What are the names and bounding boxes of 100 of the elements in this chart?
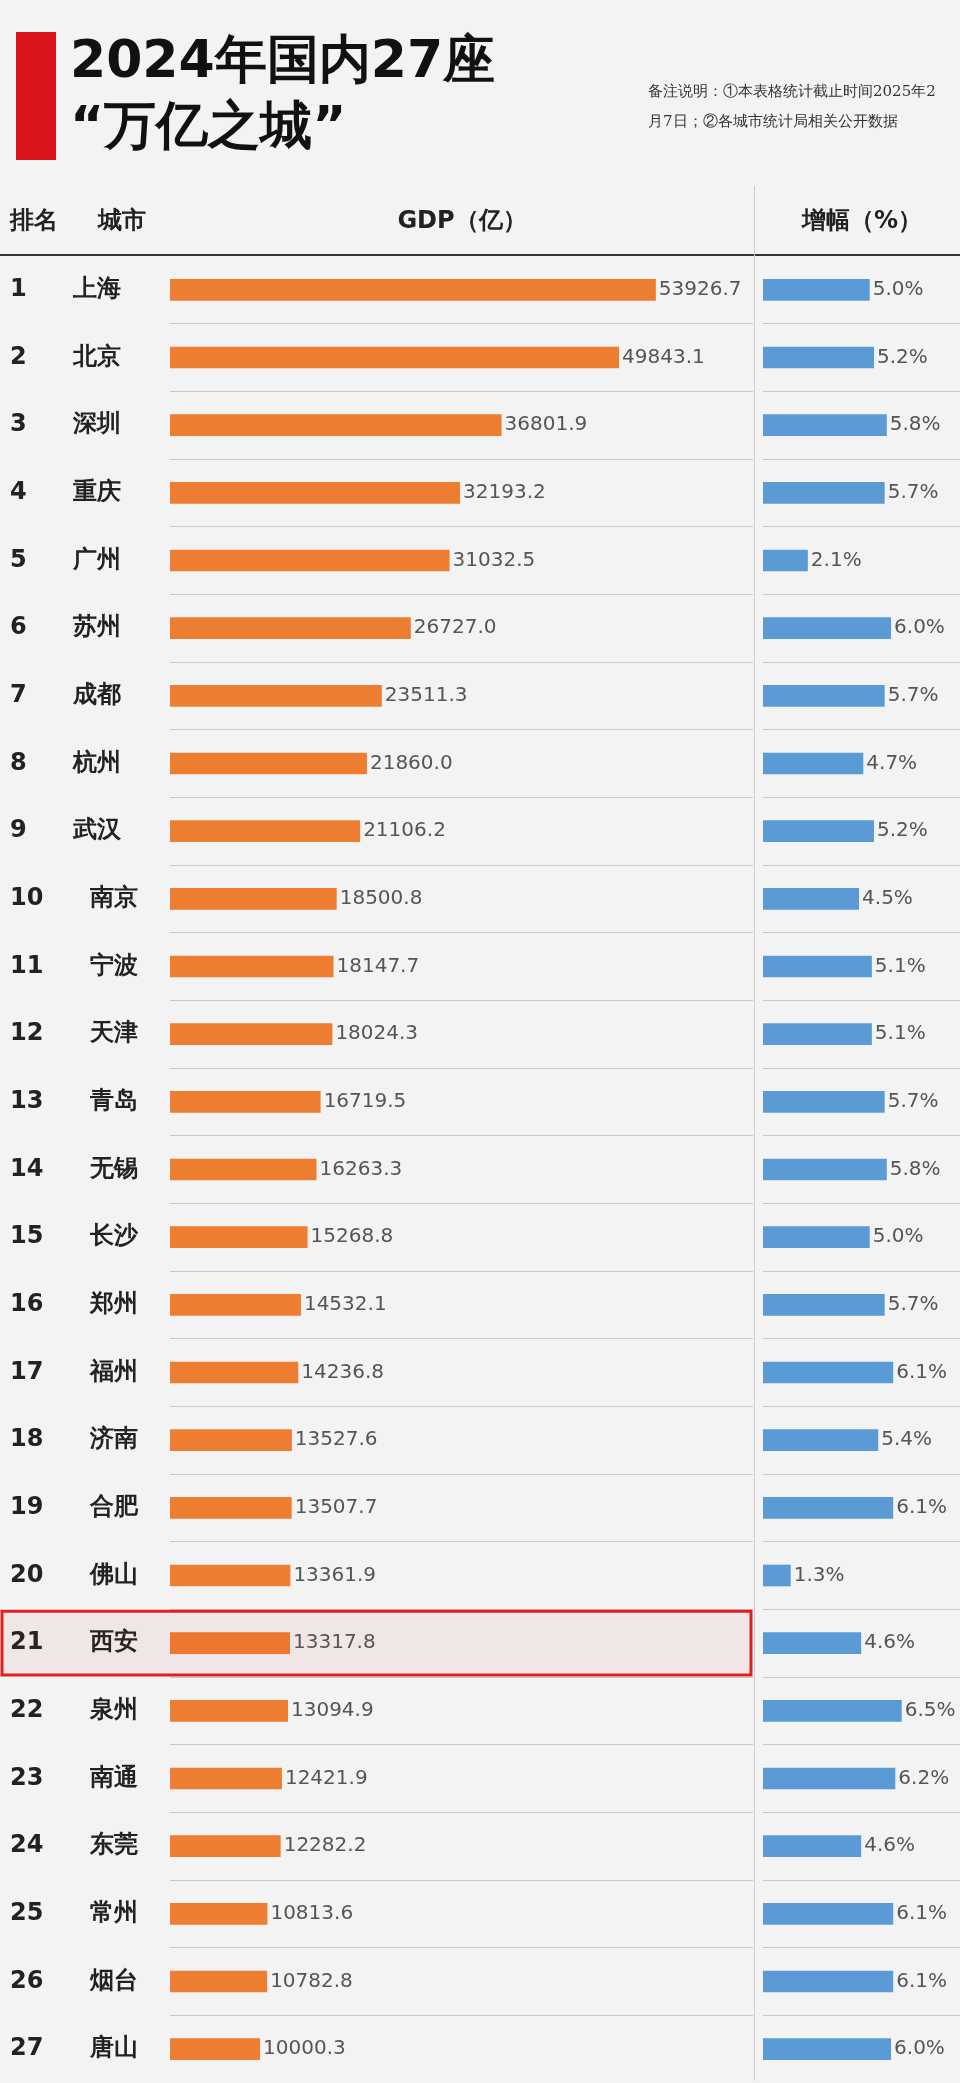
y-tick-label: 26 烟台 (10, 1965, 138, 1994)
bar (170, 1023, 333, 1045)
data-label: 18500.8 (339, 885, 423, 910)
bar (170, 1226, 308, 1248)
data-label: 4.7% (866, 749, 918, 774)
data-label: 6.5% (904, 1697, 956, 1722)
y-tick-label: 18 济南 (10, 1424, 138, 1453)
data-label: 5.4% (881, 1426, 933, 1451)
x-axis-title: GDP（亿） (396, 205, 528, 236)
bar (763, 820, 874, 842)
y-tick-label: 8 杭州 (10, 747, 122, 776)
y-tick-label: 5 广州 (10, 544, 122, 573)
data-label: 14532.1 (303, 1291, 387, 1316)
data-label: 5.8% (889, 411, 941, 436)
data-label: 15268.8 (310, 1223, 394, 1248)
data-label: 6.1% (896, 1900, 948, 1925)
data-label: 14236.8 (301, 1358, 384, 1383)
y-tick-label: 20 佛山 (10, 1559, 138, 1588)
bar (763, 2038, 892, 2060)
bar (170, 2038, 261, 2060)
data-label: 32193.2 (463, 479, 546, 504)
bar (763, 1700, 902, 1722)
y-tick-label: 1 上海 (10, 274, 122, 303)
y-tick-label: 9 武汉 (10, 815, 123, 844)
data-label: 5.1% (874, 1020, 926, 1045)
bar (763, 617, 892, 639)
data-label: 53926.7 (658, 276, 742, 301)
data-label: 10813.6 (270, 1900, 354, 1925)
data-label: 13361.9 (293, 1561, 377, 1586)
data-label: 36801.9 (504, 411, 588, 436)
data-label: 4.6% (864, 1629, 915, 1654)
bar (170, 1632, 290, 1654)
data-label: 10000.3 (263, 2035, 346, 2060)
data-label: 5.2% (876, 817, 928, 842)
y-tick-label: 21 西安 (10, 1627, 138, 1656)
bar (170, 549, 450, 572)
bar (170, 752, 367, 775)
bar (763, 549, 808, 572)
data-label: 5.0% (872, 1223, 924, 1248)
data-label: 5.7% (887, 479, 939, 504)
data-label: 6.0% (894, 2035, 945, 2060)
bar (170, 414, 502, 436)
y-tick-label: 2 北京 (10, 341, 122, 370)
bar (170, 1767, 282, 1790)
y-tick-label: 14 无锡 (10, 1153, 138, 1182)
bar (170, 888, 337, 910)
bar (170, 1429, 292, 1451)
bar (763, 482, 885, 504)
data-label: 5.0% (872, 276, 924, 301)
data-label: 6.1% (896, 1494, 948, 1519)
y-tick-label: 7 成都 (10, 680, 122, 709)
bar (170, 1970, 268, 1993)
y-tick-label: 24 东莞 (10, 1830, 138, 1859)
y-tick-label: 6 苏州 (10, 612, 122, 641)
data-label: 4.6% (864, 1832, 915, 1857)
y-tick-label: 22 泉州 (10, 1695, 138, 1724)
y-tick-label: 3 深圳 (10, 409, 122, 438)
bar (170, 617, 411, 639)
bar (170, 346, 620, 369)
data-label: 12421.9 (284, 1764, 368, 1789)
bar (170, 1835, 281, 1857)
data-label: 6.0% (894, 614, 945, 639)
bar (763, 955, 872, 978)
data-label: 13094.9 (290, 1697, 374, 1722)
y-axis-title: 排名 城市 (10, 205, 148, 236)
data-label: 5.8% (889, 1155, 941, 1180)
y-tick-label: 10 南京 (10, 883, 138, 912)
bar (170, 1091, 321, 1113)
bar (763, 1497, 894, 1519)
data-label: 5.2% (876, 343, 928, 368)
data-label: 18147.7 (336, 952, 420, 977)
data-label: 16719.5 (323, 1088, 407, 1113)
bar (170, 1564, 291, 1587)
bar (170, 1700, 288, 1722)
bar (763, 1429, 879, 1451)
data-label: 21860.0 (369, 749, 453, 774)
data-label: 21106.2 (363, 817, 446, 842)
bar (763, 685, 885, 707)
data-label: 4.5% (862, 885, 913, 910)
data-label: 49843.1 (622, 343, 705, 368)
data-label: 5.1% (874, 952, 926, 977)
data-label: 13507.7 (294, 1494, 378, 1519)
data-label: 6.1% (896, 1358, 948, 1383)
bar (763, 346, 874, 369)
data-label: 5.7% (887, 1291, 939, 1316)
bar (763, 1361, 894, 1384)
y-tick-label: 15 长沙 (10, 1221, 139, 1250)
bar (763, 414, 887, 436)
data-label: 16263.3 (319, 1155, 403, 1180)
bar (763, 279, 870, 301)
bar (763, 1903, 894, 1925)
data-label: 23511.3 (384, 682, 468, 707)
bar (763, 1023, 872, 1045)
bar (763, 1158, 887, 1181)
y-tick-label: 17 福州 (10, 1356, 138, 1385)
y-tick-label: 23 南通 (10, 1762, 138, 1791)
bar (763, 1091, 885, 1113)
data-label: 13527.6 (294, 1426, 378, 1451)
x-axis-title: 增幅（%） (800, 205, 923, 236)
text: 备注说明：①本表格统计截止时间2025年2月7日；②各城市统计局相关公开数据 (648, 81, 937, 132)
